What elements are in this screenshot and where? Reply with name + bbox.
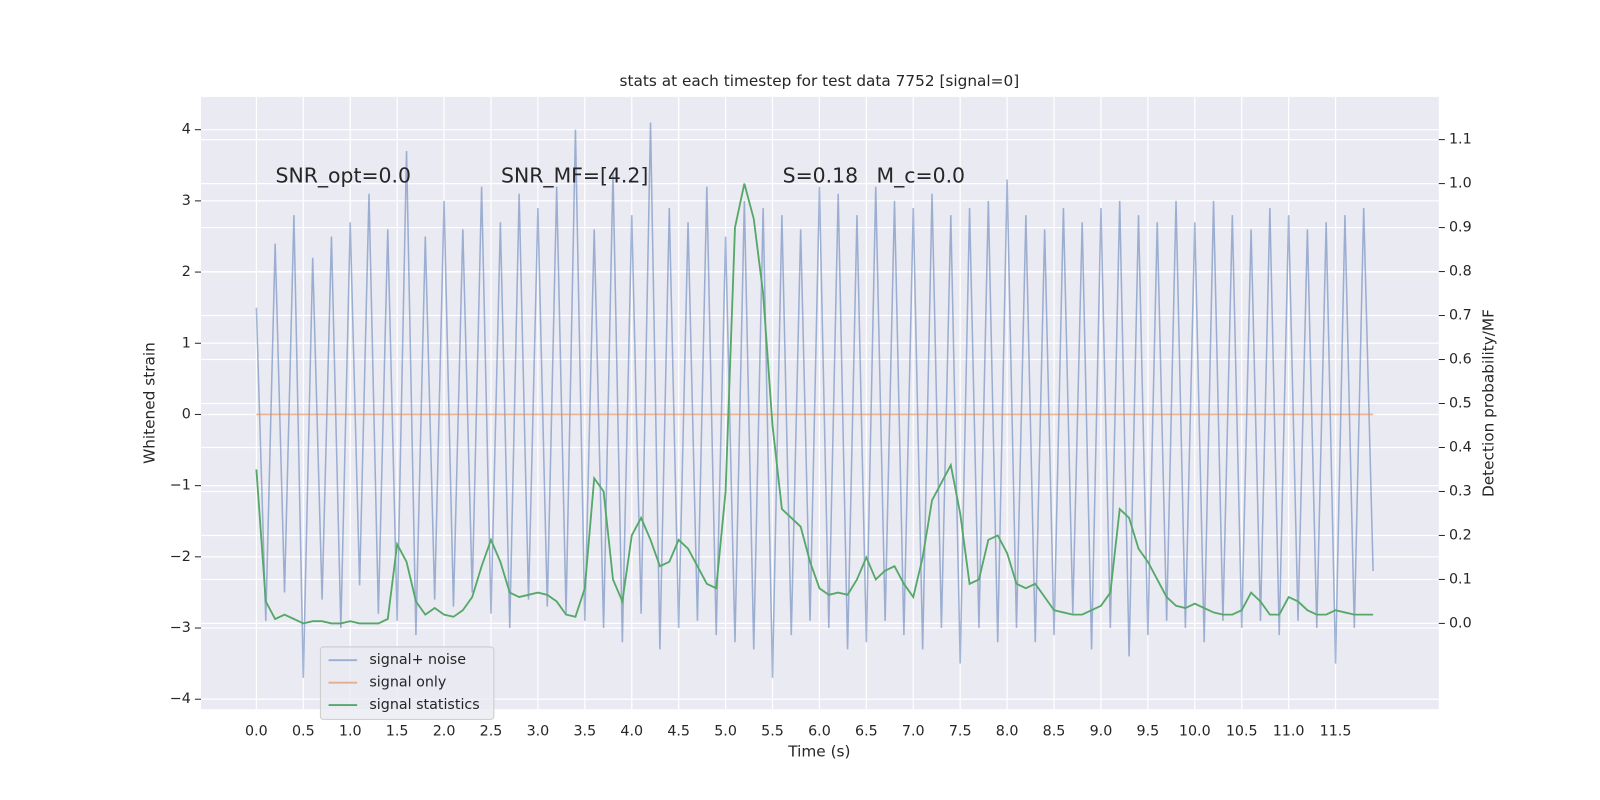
y-tick-label: −1 [170,478,191,494]
chart-title: stats at each timestep for test data 775… [620,72,1020,90]
x-tick-label: 0.0 [245,724,268,740]
y2-tick-label: 0.9 [1449,220,1472,236]
y2-tick-label: 0.2 [1449,527,1472,543]
x-tick-label: 9.0 [1090,724,1113,740]
x-tick-label: 6.5 [855,724,878,740]
x-tick-label: 0.5 [292,724,315,740]
x-tick-label: 5.5 [761,724,784,740]
y-tick-label: 2 [182,264,191,280]
y-tick-label: 3 [182,193,191,209]
y-tick-label: −4 [170,691,191,707]
x-axis-label: Time (s) [787,743,850,761]
x-tick-label: 2.0 [433,724,456,740]
x-tick-label: 4.0 [620,724,643,740]
x-tick-label: 8.5 [1043,724,1066,740]
y-tick-label: 1 [182,335,191,351]
y-tick-label: 0 [182,406,191,422]
annotation: M_c=0.0 [877,164,966,189]
y2-tick-label: 1.0 [1449,176,1472,192]
y2-tick-label: 0.1 [1449,571,1472,587]
y-tick-label: −2 [170,549,191,565]
series-line [255,183,1374,625]
y2-tick-label: 0.5 [1449,396,1472,412]
y2-axis-label: Detection probability/MF [1479,309,1497,497]
y2-tick-label: 0.7 [1449,308,1472,324]
x-tick-label: 10.0 [1179,724,1211,740]
y2-tick-label: 1.1 [1449,132,1472,148]
x-tick-label: 11.0 [1273,724,1305,740]
legend-label: signal+ noise [369,652,466,668]
annotation: SNR_MF=[4.2] [501,164,648,189]
x-tick-label: 7.0 [902,724,925,740]
legend-label: signal only [369,675,446,691]
x-tick-label: 2.5 [480,724,503,740]
y2-tick-label: 0.6 [1449,352,1472,368]
x-tick-label: 3.0 [527,724,550,740]
annotation: SNR_opt=0.0 [276,164,412,189]
x-tick-label: 3.5 [573,724,596,740]
y-tick-label: 4 [182,122,191,138]
x-tick-label: 10.5 [1226,724,1258,740]
legend-label: signal statistics [369,697,479,713]
y-axis-label: Whitened strain [141,342,159,464]
x-tick-label: 5.0 [714,724,737,740]
x-tick-label: 1.5 [386,724,409,740]
y2-tick-label: 0.3 [1449,483,1472,499]
annotation: S=0.18 [783,164,858,188]
y2-tick-label: 0.0 [1449,615,1472,631]
x-tick-label: 7.5 [949,724,972,740]
x-tick-label: 4.5 [667,724,690,740]
y2-tick-label: 0.8 [1449,264,1472,280]
y-tick-label: −3 [170,620,191,636]
x-tick-label: 9.5 [1137,724,1160,740]
x-tick-label: 6.0 [808,724,831,740]
x-tick-label: 8.0 [996,724,1019,740]
x-tick-label: 1.0 [339,724,362,740]
y2-tick-label: 0.4 [1449,439,1472,455]
x-tick-label: 11.5 [1320,724,1352,740]
series-line [255,122,1374,678]
legend-box [319,646,495,720]
